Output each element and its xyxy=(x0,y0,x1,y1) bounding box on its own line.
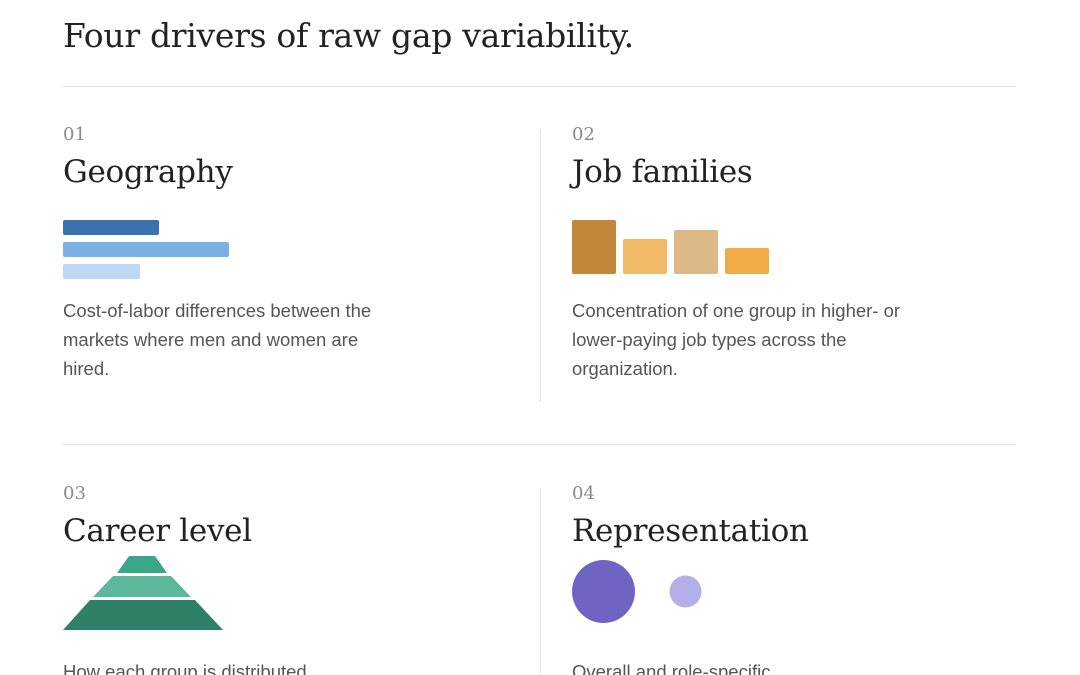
representation-circle-small xyxy=(669,575,702,608)
top-divider xyxy=(63,86,1016,87)
row-divider xyxy=(63,444,1016,445)
driver-heading: Career level xyxy=(63,513,252,549)
driver-number: 01 xyxy=(63,124,86,145)
driver-heading: Job families xyxy=(572,154,753,190)
representation-circles-graphic xyxy=(572,560,702,623)
geography-bars-graphic xyxy=(63,220,229,279)
job-families-bars-graphic xyxy=(572,220,769,274)
column-divider-bottom xyxy=(540,489,541,675)
column-divider-top xyxy=(540,130,541,402)
driver-number: 04 xyxy=(572,483,595,504)
driver-description: Overall and role-specific xyxy=(572,661,771,675)
career-level-pyramid-graphic xyxy=(63,556,223,630)
driver-card-representation: 04 Representation Overall and role-speci… xyxy=(572,483,1012,675)
page-title: Four drivers of raw gap variability. xyxy=(63,16,634,55)
geography-bar-3 xyxy=(63,264,140,279)
driver-card-career-level: 03 Career level How each group is distri… xyxy=(63,483,503,675)
driver-number: 02 xyxy=(572,124,595,145)
driver-heading: Representation xyxy=(572,513,809,549)
pyramid-level-top xyxy=(117,556,167,573)
job-family-bar-2 xyxy=(623,239,667,274)
driver-card-job-families: 02 Job families Concentration of one gro… xyxy=(572,124,1012,404)
pyramid-level-bottom xyxy=(63,600,223,630)
driver-heading: Geography xyxy=(63,154,233,190)
representation-circle-large xyxy=(572,560,635,623)
job-family-bar-3 xyxy=(674,230,718,274)
driver-number: 03 xyxy=(63,483,86,504)
driver-description: Concentration of one group in higher- or… xyxy=(572,300,901,379)
driver-card-geography: 01 Geography Cost-of-labor differences b… xyxy=(63,124,503,404)
job-family-bar-4 xyxy=(725,248,769,274)
geography-bar-2 xyxy=(63,242,229,257)
driver-description: Cost-of-labor differences between the ma… xyxy=(63,300,372,379)
job-family-bar-1 xyxy=(572,220,616,274)
pyramid-level-middle xyxy=(93,576,191,597)
driver-description: How each group is distributed xyxy=(63,661,307,675)
geography-bar-1 xyxy=(63,220,159,235)
